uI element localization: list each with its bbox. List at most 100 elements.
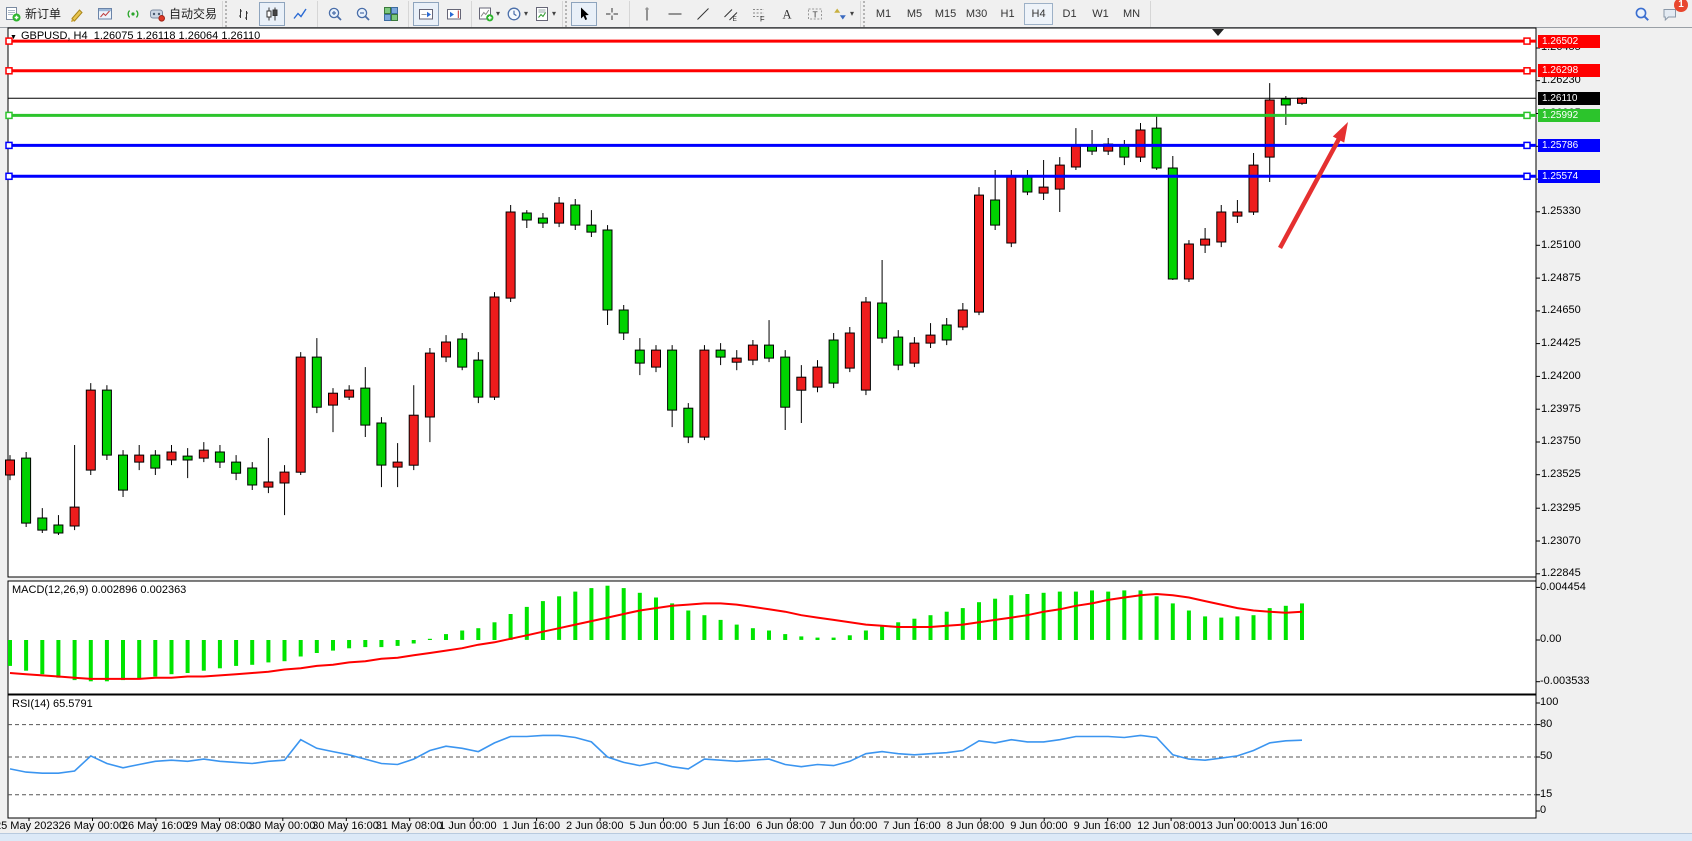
tf-m5[interactable]: M5 [906,7,923,20]
line-handle[interactable] [5,141,13,150]
rsi-tick-label: 0 [1540,804,1547,817]
indicators-icon [479,7,494,21]
candles-series [5,83,1307,535]
tf-w1[interactable]: W1 [1092,7,1109,20]
arrow-object[interactable] [1278,122,1348,249]
macd-pane[interactable] [7,580,1537,695]
vertical-line-button[interactable] [634,2,660,26]
line-handle[interactable] [5,111,13,120]
time-axis-label[interactable]: 12 Jun 08:00 [1137,820,1201,832]
tf-h4[interactable]: H4 [1024,2,1054,25]
toolbar-group [225,0,319,27]
time-axis-label[interactable]: 30 May 16:00 [312,820,379,832]
styler-button[interactable] [64,2,90,26]
candlestick-button[interactable] [259,1,286,26]
new-chart-button[interactable] [92,2,118,26]
line-handle[interactable] [5,172,13,181]
arrows-button[interactable]: ▾ [830,2,856,26]
time-axis-label[interactable]: 13 Jun 00:00 [1200,820,1265,832]
crosshair-button[interactable] [599,2,625,26]
time-axis-label[interactable]: 9 Jun 00:00 [1010,820,1068,832]
time-axis-label[interactable]: 29 May 08:00 [185,820,252,832]
line-handle[interactable] [1523,67,1531,75]
time-axis-label[interactable]: 5 Jun 16:00 [692,820,751,832]
time-axis-label[interactable]: 9 Jun 16:00 [1073,820,1132,832]
fibonacci-icon: F [753,8,765,22]
periods-button[interactable]: ▾ [504,2,530,26]
tf-h1[interactable]: H1 [1000,7,1015,20]
tf-d1[interactable]: D1 [1062,7,1077,20]
text-label-button[interactable]: T [802,2,828,26]
line-handle[interactable] [1523,111,1531,120]
line-chart-button[interactable] [287,2,313,26]
time-axis-label[interactable]: 13 Jun 16:00 [1264,820,1328,832]
cursor-button[interactable] [571,1,598,26]
zoom-out-button[interactable] [350,2,376,26]
chart-shift-marker-icon[interactable] [1212,29,1224,36]
trendline-icon [697,7,709,20]
time-axis-label[interactable]: 26 May 16:00 [121,820,189,832]
auto-scroll-button[interactable] [413,1,440,26]
line-handle[interactable] [5,37,13,45]
chevron-down-icon: ▾ [850,9,855,18]
main-pane[interactable] [7,27,1537,578]
equidistant-channel-button[interactable]: E [718,2,744,26]
chart-menu-icon[interactable]: ▼ [10,34,17,41]
level-price-tag: 1.25786 [1538,138,1600,152]
price-tick-label: 1.23975 [1541,402,1581,415]
level-price-tag: 1.25992 [1538,108,1600,122]
price-tick-label: 1.23525 [1541,468,1581,481]
templates-button[interactable]: ▾ [532,2,558,26]
signal-icon [127,9,139,18]
time-axis-label[interactable]: 8 Jun 08:00 [946,820,1005,832]
time-axis-label[interactable]: 6 Jun 08:00 [756,820,814,832]
svg-text:F: F [760,14,765,22]
bar-chart-button[interactable] [231,2,257,26]
signals-button[interactable] [120,2,146,26]
chat-button[interactable]: 1 [1657,0,1688,26]
zoom-in-button[interactable] [322,2,348,26]
time-axis-label[interactable]: 26 May 00:00 [58,820,126,832]
horizontal-line-icon [668,13,682,14]
time-axis-label[interactable]: 1 Jun 16:00 [502,820,561,832]
svg-text:T: T [813,9,818,19]
time-axis-label[interactable]: 7 Jun 16:00 [883,820,941,832]
new-order-button[interactable]: 新订单 [4,2,62,26]
tf-m30[interactable]: M30 [965,7,988,20]
rsi-value: 65.5791 [52,698,93,710]
time-axis-label[interactable]: 30 May 00:00 [248,820,316,832]
autotrading-button[interactable]: 自动交易 [148,2,218,26]
line-handle[interactable] [1523,141,1531,150]
indicators-button[interactable]: ▾ [476,2,502,26]
time-axis-label[interactable]: 2 Jun 08:00 [566,820,624,832]
current-price-tag: 1.26110 [1538,91,1600,105]
horizontal-line-button[interactable] [662,2,688,26]
fibonacci-button[interactable]: F [746,2,772,26]
line-handle[interactable] [1523,172,1531,181]
tf-m15[interactable]: M15 [934,7,957,20]
tf-mn[interactable]: MN [1122,7,1141,20]
candlestick-icon [266,7,278,20]
search-button[interactable] [1629,2,1655,26]
chart-shift-button[interactable] [441,2,467,26]
rsi-tick-label: 100 [1540,696,1559,709]
time-axis-label[interactable]: 25 May 2023 [0,820,59,832]
macd-tick-label: -0.003533 [1540,675,1590,688]
price-tick-label: 1.24875 [1541,271,1581,284]
time-axis-label[interactable]: 31 May 08:00 [375,820,443,832]
time-axis-label[interactable]: 1 Jun 00:00 [439,820,497,832]
price-tick-label: 1.22845 [1541,567,1581,580]
line-handle[interactable] [5,67,13,75]
line-handle[interactable] [1523,37,1531,45]
shapes-icon [834,8,846,19]
time-axis-label[interactable]: 5 Jun 00:00 [629,820,688,832]
svg-text:A: A [783,7,792,21]
price-tick-label: 1.24650 [1541,304,1581,317]
tf-m1[interactable]: M1 [875,7,892,20]
tile-windows-button[interactable] [378,2,404,26]
trendline-button[interactable] [690,2,716,26]
chart-window-icon [98,7,113,19]
time-axis-label[interactable]: 7 Jun 00:00 [819,820,878,832]
text-button[interactable]: A [774,2,800,26]
